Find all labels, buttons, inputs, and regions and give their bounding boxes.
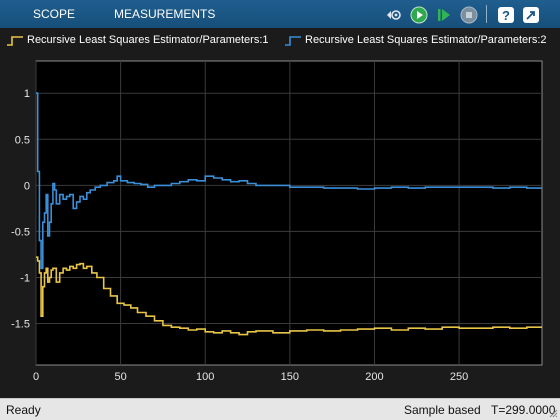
plot-axes[interactable] [35, 60, 543, 366]
legend-item-parameters-2[interactable]: Recursive Least Squares Estimator/Parame… [284, 32, 547, 48]
x-tick-label: 0 [33, 371, 39, 383]
status-bar: Ready Sample based T=299.0000 [0, 398, 560, 420]
y-tick-label: 0 [24, 180, 30, 192]
series-line-parameters-2 [36, 92, 542, 270]
series-line-parameters-1 [36, 256, 542, 336]
y-tick-label: -1 [20, 272, 30, 284]
tab-scope[interactable]: SCOPE [33, 7, 76, 21]
undock-button[interactable] [521, 5, 540, 24]
x-tick-label: 50 [114, 371, 126, 383]
scope-panel: Recursive Least Squares Estimator/Parame… [0, 28, 560, 398]
tab-measurements[interactable]: MEASUREMENTS [114, 7, 216, 21]
grid-lines [35, 61, 542, 365]
help-icon: ? [497, 6, 514, 23]
x-tick-label: 200 [365, 371, 383, 383]
status-sample-mode: Sample based [404, 403, 481, 417]
x-tick-labels: 0 50 100 150 200 250 [33, 371, 468, 383]
x-tick-label: 250 [450, 371, 468, 383]
step-forward-icon [437, 8, 450, 21]
stop-icon [460, 6, 477, 23]
y-tick-labels: 1 0.5 0 -0.5 -1 -1.5 [11, 88, 30, 330]
toolstrip: SCOPE MEASUREMENTS [0, 0, 560, 28]
stop-button[interactable] [459, 5, 478, 24]
y-tick-label: -0.5 [11, 226, 30, 238]
signal-select-icon [386, 9, 401, 20]
resize-grip-icon[interactable] [548, 408, 558, 418]
undock-icon [522, 6, 539, 23]
legend-item-parameters-1[interactable]: Recursive Least Squares Estimator/Parame… [6, 32, 269, 48]
help-button[interactable]: ? [496, 5, 515, 24]
legend: Recursive Least Squares Estimator/Parame… [0, 32, 560, 48]
toolbar-divider [486, 5, 487, 23]
legend-line-swatch-icon [7, 36, 23, 46]
svg-text:?: ? [502, 8, 510, 23]
y-tick-label: 1 [24, 88, 30, 100]
legend-line-swatch-icon [285, 36, 301, 46]
scope-plot[interactable]: 1 0.5 0 -0.5 -1 -1.5 0 50 100 150 200 250 [0, 28, 560, 398]
y-tick-label: -1.5 [11, 319, 30, 331]
step-forward-button[interactable] [434, 5, 453, 24]
run-button[interactable] [409, 5, 428, 24]
status-ready: Ready [6, 403, 41, 417]
legend-label: Recursive Least Squares Estimator/Parame… [27, 34, 269, 46]
data-lines [36, 92, 542, 336]
y-tick-label: 0.5 [15, 134, 30, 146]
run-icon [410, 6, 427, 23]
x-tick-label: 150 [281, 371, 299, 383]
legend-label: Recursive Least Squares Estimator/Parame… [305, 34, 547, 46]
status-time: T=299.0000 [491, 403, 556, 417]
x-tick-label: 100 [196, 371, 214, 383]
signal-select-button[interactable] [384, 5, 403, 24]
